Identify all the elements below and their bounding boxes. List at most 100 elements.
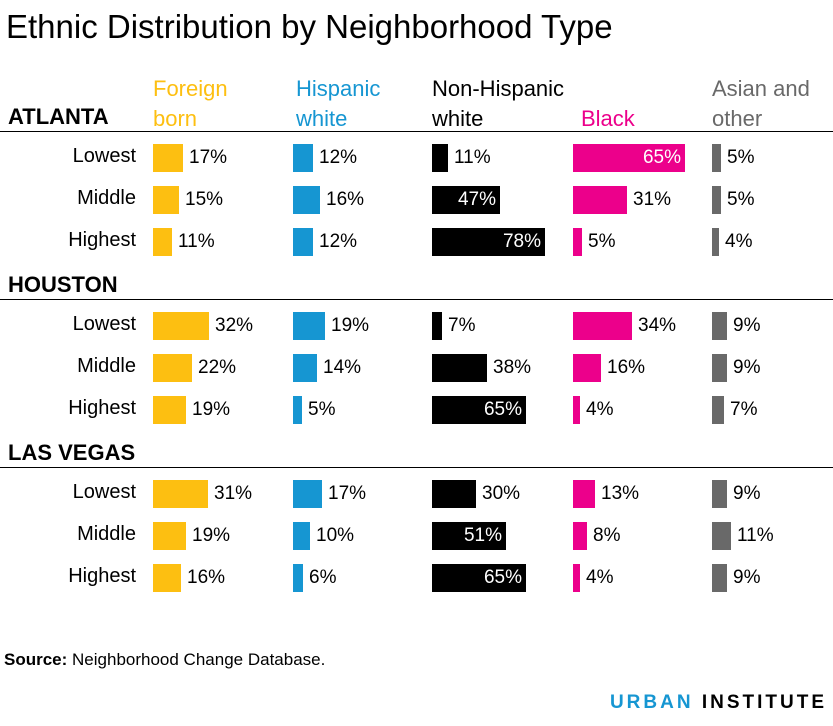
data-label: 17% <box>189 147 228 168</box>
legend-hispwhite: Hispanic white <box>296 74 436 134</box>
group-divider <box>0 467 833 468</box>
bar-nhwhite <box>432 522 506 550</box>
data-label: 19% <box>192 399 231 420</box>
bar-black <box>573 564 580 592</box>
bar-black <box>573 354 601 382</box>
legend-line: other <box>712 106 763 131</box>
data-label: 31% <box>633 189 672 210</box>
data-label: 13% <box>601 483 640 504</box>
bar-hispwhite <box>293 186 320 214</box>
legend-line: Hispanic <box>296 76 381 101</box>
legend-line: white <box>432 106 484 131</box>
data-label: 9% <box>733 357 761 378</box>
row-label: Highest <box>68 397 136 419</box>
bar-hispwhite <box>293 396 302 424</box>
data-label: 19% <box>192 525 231 546</box>
data-label: 16% <box>326 189 365 210</box>
chart-title: Ethnic Distribution by Neighborhood Type <box>6 8 613 45</box>
bar-black <box>573 186 627 214</box>
bar-black <box>573 480 595 508</box>
row-label: Lowest <box>72 481 136 503</box>
row-label: Lowest <box>72 145 136 167</box>
bar-foreign <box>153 522 186 550</box>
bar-hispwhite <box>293 312 325 340</box>
group-divider <box>0 131 833 132</box>
data-label: 5% <box>308 399 336 420</box>
data-label: 31% <box>214 483 253 504</box>
legend-black: Black <box>581 104 721 134</box>
row-label: Middle <box>77 523 136 545</box>
city-label: HOUSTON <box>8 272 118 297</box>
data-label: 38% <box>493 357 532 378</box>
bar-asian <box>712 522 731 550</box>
bar-nhwhite <box>432 564 526 592</box>
data-label: 65% <box>483 399 522 420</box>
bar-hispwhite <box>293 564 303 592</box>
bar-asian <box>712 396 724 424</box>
bar-hispwhite <box>293 228 313 256</box>
urban-institute-logo: URBAN INSTITUTE <box>610 692 827 714</box>
data-label: 47% <box>457 189 496 210</box>
bar-foreign <box>153 228 172 256</box>
bar-nhwhite <box>432 186 500 214</box>
legend-nhwhite: Non-Hispanic white <box>432 74 572 134</box>
bar-foreign <box>153 354 192 382</box>
data-label: 12% <box>319 231 358 252</box>
source-note: Source: Neighborhood Change Database. <box>4 650 325 670</box>
city-label: ATLANTA <box>8 104 109 129</box>
row-label: Lowest <box>72 313 136 335</box>
bar-hispwhite <box>293 480 322 508</box>
bar-hispwhite <box>293 144 313 172</box>
bar-asian <box>712 354 727 382</box>
city-label: LAS VEGAS <box>8 440 136 465</box>
data-label: 9% <box>733 567 761 588</box>
bar-black <box>573 396 580 424</box>
data-label: 7% <box>730 399 758 420</box>
data-label: 16% <box>607 357 646 378</box>
bar-nhwhite <box>432 354 487 382</box>
legend-line: Black <box>581 106 635 131</box>
data-label: 4% <box>586 567 614 588</box>
data-label: 9% <box>733 483 761 504</box>
data-label: 11% <box>178 231 215 252</box>
brand-urban: URBAN <box>609 692 694 713</box>
data-label: 22% <box>198 357 237 378</box>
bar-nhwhite <box>432 396 526 424</box>
bar-asian <box>712 144 721 172</box>
data-label: 30% <box>482 483 521 504</box>
data-label: 34% <box>638 315 677 336</box>
brand-institute: INSTITUTE <box>701 692 827 713</box>
bar-foreign <box>153 396 186 424</box>
bar-hispwhite <box>293 354 317 382</box>
data-label: 19% <box>331 315 370 336</box>
data-label: 8% <box>593 525 621 546</box>
data-label: 10% <box>316 525 355 546</box>
data-label: 17% <box>328 483 367 504</box>
bar-foreign <box>153 186 179 214</box>
data-label: 14% <box>323 357 362 378</box>
bar-black <box>573 522 587 550</box>
data-label: 15% <box>185 189 224 210</box>
bar-black <box>573 312 632 340</box>
data-label: 5% <box>727 189 755 210</box>
legend-line: white <box>296 106 348 131</box>
bar-asian <box>712 480 727 508</box>
bar-foreign <box>153 312 209 340</box>
data-label: 16% <box>187 567 226 588</box>
legend-asian: Asian and other <box>712 74 833 134</box>
bar-asian <box>712 312 727 340</box>
bar-hispwhite <box>293 522 310 550</box>
row-label: Middle <box>77 355 136 377</box>
legend-foreign: Foreign born <box>153 74 293 134</box>
data-label: 65% <box>483 567 522 588</box>
legend-line: Foreign <box>153 76 228 101</box>
legend-line: born <box>153 106 198 131</box>
data-label: 11% <box>454 147 491 168</box>
data-label: 4% <box>586 399 614 420</box>
bar-nhwhite <box>432 228 545 256</box>
bar-foreign <box>153 564 181 592</box>
bar-black <box>573 144 685 172</box>
row-label: Highest <box>68 565 136 587</box>
bar-asian <box>712 228 719 256</box>
group-divider <box>0 299 833 300</box>
